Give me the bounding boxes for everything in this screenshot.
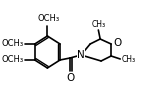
- Text: OCH₃: OCH₃: [2, 55, 24, 65]
- Text: O: O: [67, 73, 75, 83]
- Text: OCH₃: OCH₃: [37, 14, 59, 23]
- Text: O: O: [113, 38, 121, 48]
- Text: CH₃: CH₃: [91, 20, 105, 29]
- Text: N: N: [77, 50, 85, 60]
- Text: CH₃: CH₃: [121, 55, 135, 64]
- Text: OCH₃: OCH₃: [2, 39, 24, 48]
